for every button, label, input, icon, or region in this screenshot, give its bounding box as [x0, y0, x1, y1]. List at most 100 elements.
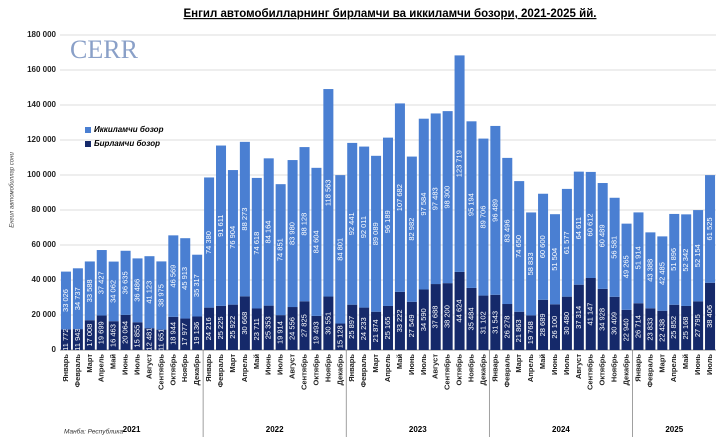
x-tick-label: Май: [395, 354, 404, 370]
value-label: 38 975: [156, 284, 165, 307]
bar-segment: [335, 323, 346, 350]
bar-segment: [180, 318, 191, 350]
value-label: 15 855: [133, 325, 142, 348]
value-label: 118 563: [323, 180, 332, 207]
x-tick-label: Февраль: [359, 354, 368, 388]
value-label: 19 699: [97, 321, 106, 344]
legend-swatch: [85, 127, 91, 133]
value-label: 35 484: [466, 307, 475, 330]
value-label: 74 618: [252, 232, 261, 255]
x-tick-label: Август: [574, 354, 583, 379]
bar-segment: [335, 175, 346, 324]
value-label: 61 525: [705, 217, 714, 240]
bar-segment: [108, 261, 119, 322]
y-tick-label: 0: [52, 345, 57, 354]
bar-segment: [204, 177, 215, 308]
x-tick-label: Декабрь: [335, 354, 344, 386]
value-label: 30 551: [323, 312, 332, 335]
bar-segment: [108, 321, 119, 350]
bar-segment: [490, 125, 501, 295]
bar-segment: [144, 328, 155, 350]
bar-segment: [84, 261, 95, 321]
bar-segment: [359, 146, 370, 308]
value-label: 96 189: [383, 210, 392, 233]
bar-segment: [96, 315, 107, 350]
value-label: 23 833: [645, 318, 654, 341]
year-label: 2021: [123, 425, 141, 434]
x-tick-label: Июль: [276, 354, 285, 375]
value-label: 33 026: [61, 289, 70, 312]
bar-segment: [609, 197, 620, 297]
value-label: 18 944: [168, 322, 177, 345]
x-tick-label: Февраль: [73, 354, 82, 388]
bar-segment: [621, 309, 632, 350]
value-label: 30 480: [562, 312, 571, 335]
value-label: 64 611: [574, 217, 583, 239]
value-label: 82 982: [407, 218, 416, 241]
value-label: 36 486: [133, 279, 142, 302]
bar-segment: [406, 301, 417, 350]
value-label: 60 600: [538, 235, 547, 258]
value-label: 91 611: [216, 215, 225, 237]
x-tick-label: Июль: [419, 354, 428, 375]
bar-segment: [669, 213, 680, 305]
x-tick-label: Сентябрь: [156, 354, 165, 390]
x-tick-label: Апрель: [383, 354, 392, 382]
bar-segment: [705, 282, 716, 350]
x-tick-label: Ноябрь: [323, 354, 332, 382]
value-label: 19 768: [526, 321, 535, 344]
value-label: 49 265: [622, 255, 631, 278]
value-label: 26 100: [550, 316, 559, 339]
bar-segment: [72, 268, 83, 330]
x-tick-label: Декабрь: [192, 354, 201, 386]
bar-segment: [502, 304, 513, 350]
value-label: 11 943: [73, 328, 82, 350]
bar-segment: [514, 311, 525, 350]
bar-segment: [442, 283, 453, 350]
bar-segment: [609, 296, 620, 350]
x-tick-label: Июнь: [693, 354, 702, 375]
x-tick-label: Февраль: [216, 354, 225, 388]
bar-segment: [645, 232, 656, 309]
y-tick-label: 120 000: [27, 135, 56, 144]
bar-segment: [633, 303, 644, 350]
value-label: 83 496: [502, 219, 511, 242]
value-label: 45 913: [180, 267, 189, 290]
value-label: 19 914: [276, 321, 285, 344]
x-tick-label: Январь: [633, 354, 642, 382]
value-label: 28 689: [538, 313, 547, 336]
x-tick-label: Сентябрь: [443, 354, 452, 390]
bar-segment: [371, 311, 382, 350]
bar-segment: [168, 235, 179, 317]
value-label: 21 874: [371, 319, 380, 342]
value-label: 34 590: [419, 308, 428, 331]
value-label: 37 427: [97, 271, 106, 294]
x-tick-label: Сентябрь: [299, 354, 308, 390]
bar-segment: [478, 295, 489, 350]
x-tick-label: Июль: [562, 354, 571, 375]
bar-segment: [645, 308, 656, 350]
value-label: 95 194: [466, 193, 475, 216]
value-label: 34 737: [73, 287, 82, 310]
x-tick-label: Январь: [61, 354, 70, 382]
x-tick-label: Октябрь: [598, 354, 607, 386]
value-label: 25 852: [669, 316, 678, 339]
x-tick-label: Июнь: [121, 354, 130, 375]
x-tick-label: Февраль: [502, 354, 511, 388]
value-label: 89 089: [371, 222, 380, 245]
x-tick-label: Март: [371, 354, 380, 373]
bar-segment: [263, 305, 274, 350]
bar-segment: [681, 214, 692, 306]
value-label: 15 128: [335, 325, 344, 348]
value-label: 123 719: [455, 150, 464, 177]
bar-segment: [514, 181, 525, 312]
bar-segment: [549, 214, 560, 305]
value-label: 34 928: [598, 308, 607, 331]
value-label: 11 772: [61, 329, 70, 351]
value-label: 58 833: [526, 252, 535, 275]
value-label: 22 438: [657, 319, 666, 342]
value-label: 30 668: [240, 312, 249, 335]
value-label: 42 485: [657, 262, 666, 285]
bar-segment: [216, 145, 227, 306]
bar-segment: [96, 250, 107, 316]
